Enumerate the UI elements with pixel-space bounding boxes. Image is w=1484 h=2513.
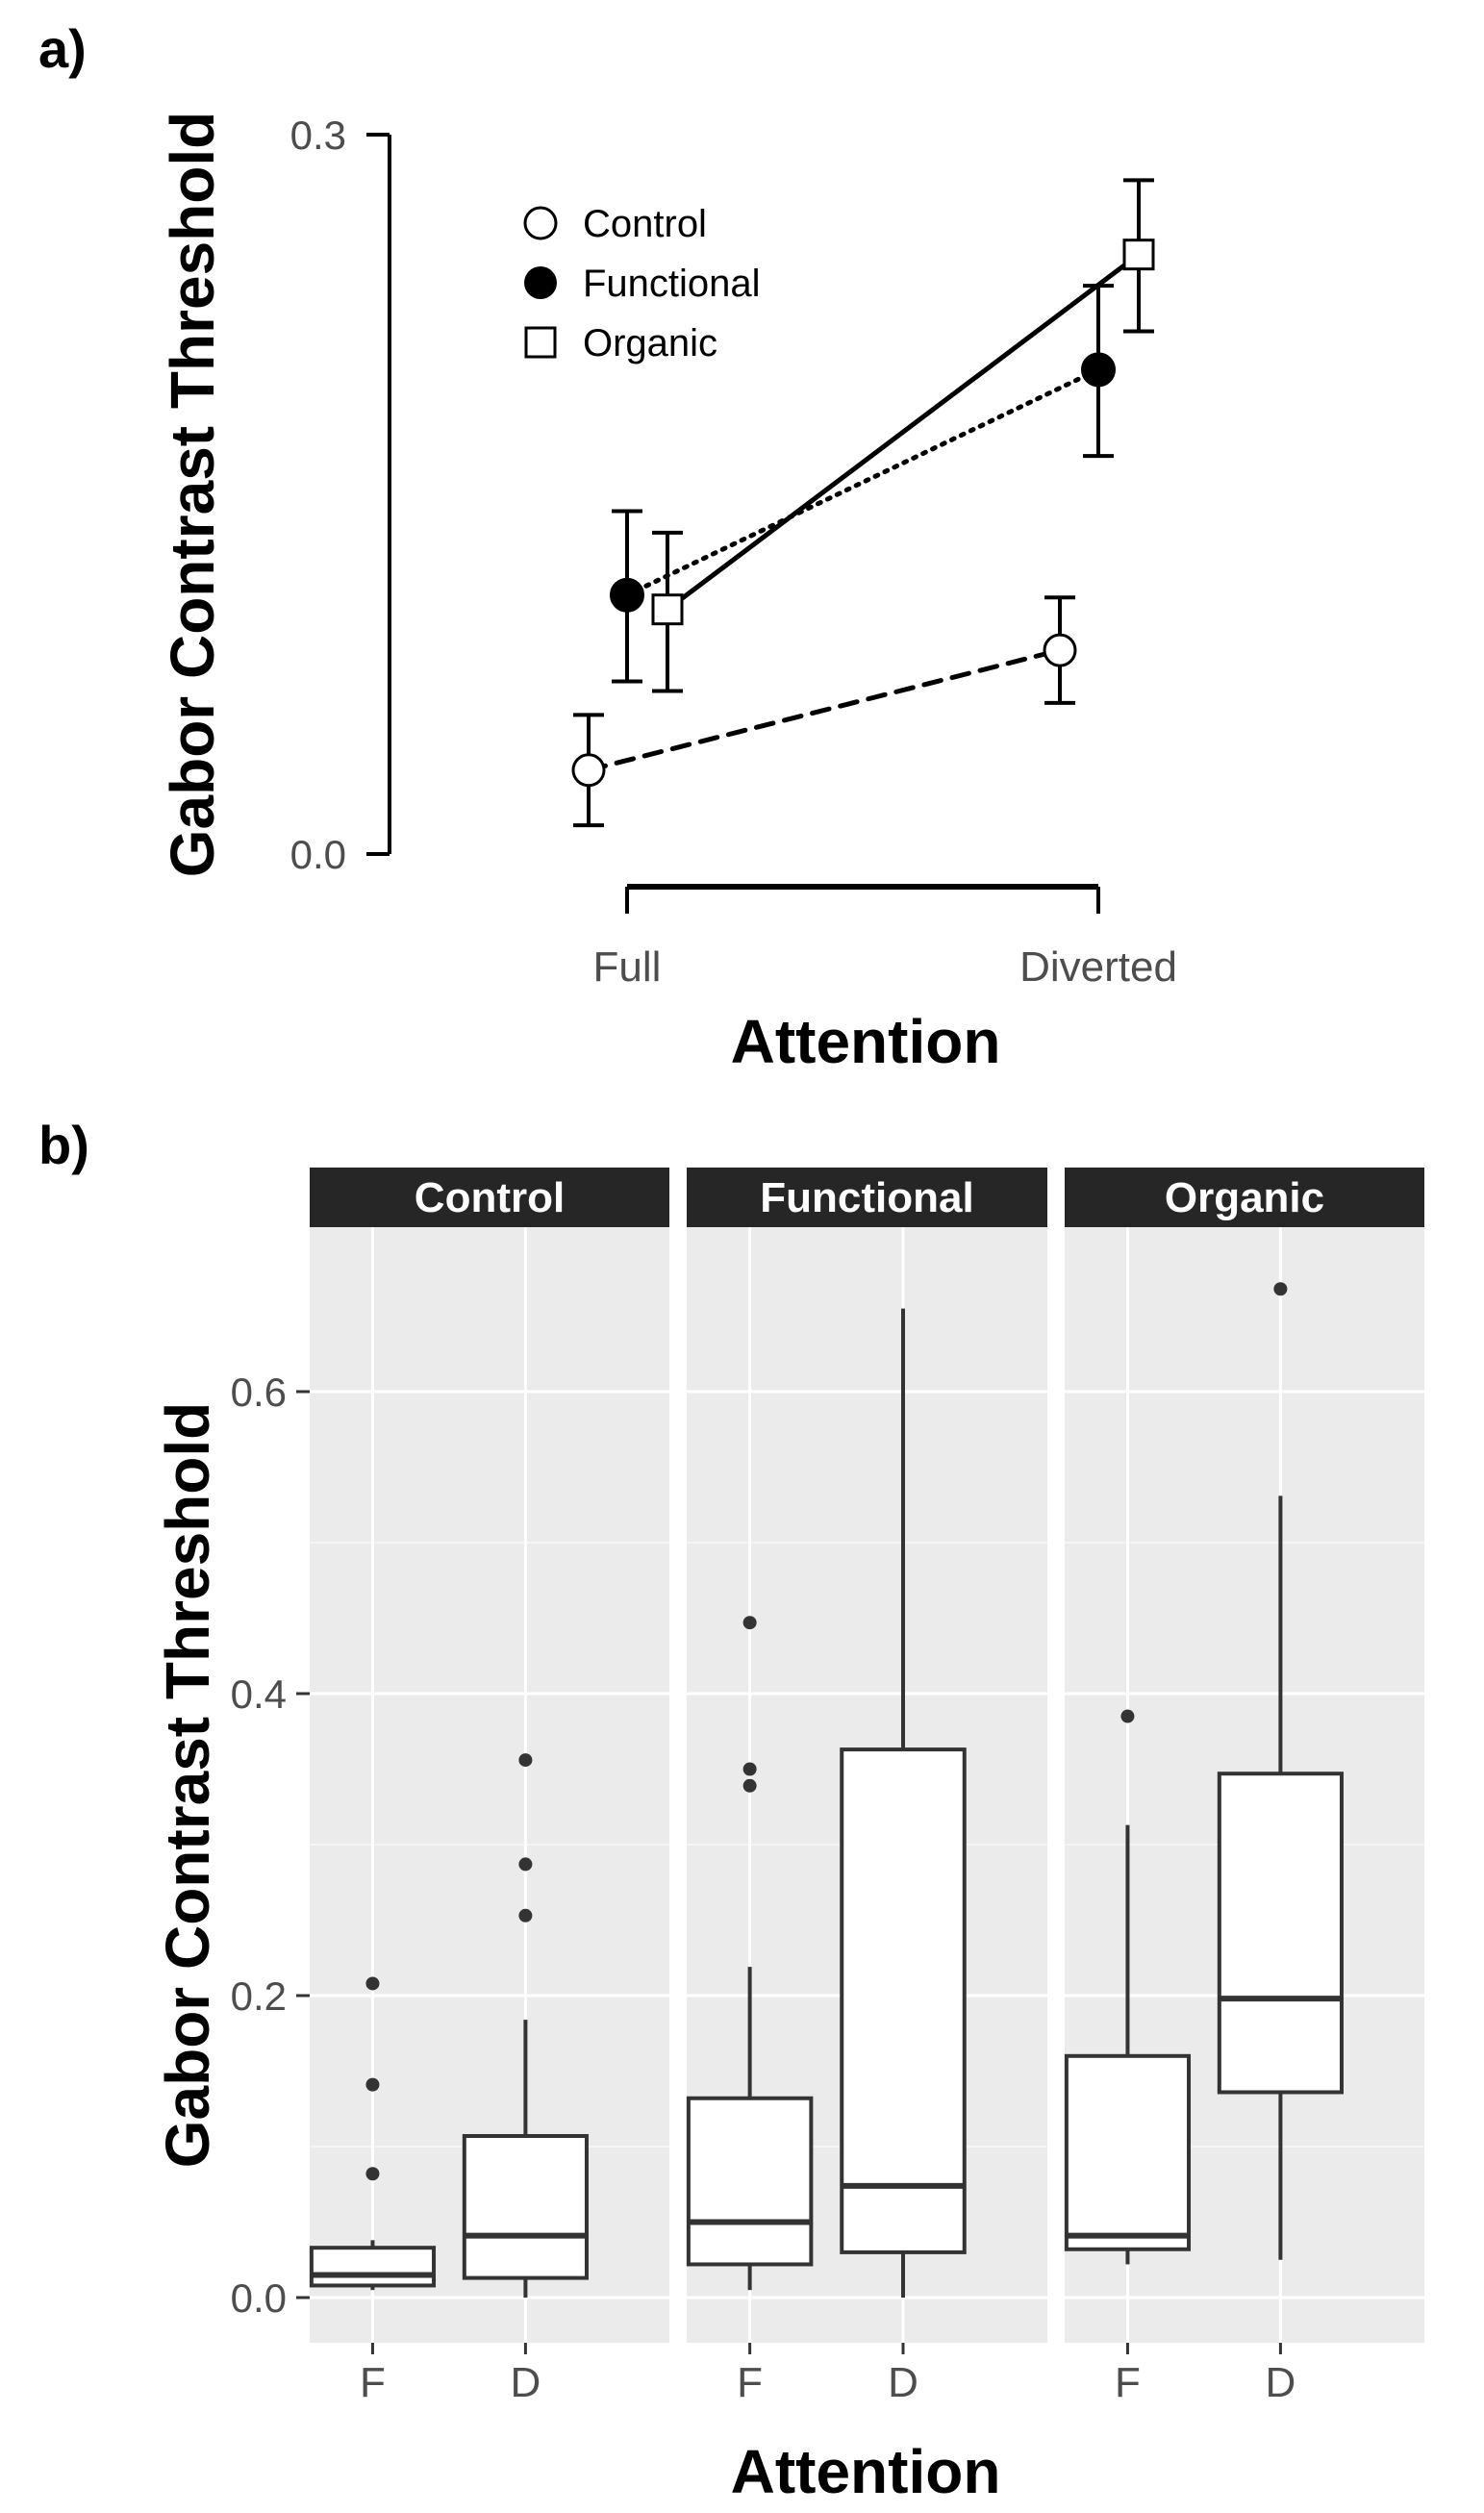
- series-line-control: [586, 647, 1063, 773]
- outlier-point: [742, 1762, 757, 1776]
- facet-organic: Organic F D: [1064, 1168, 1424, 2406]
- box-f: [686, 2096, 814, 2267]
- x-tick-label: D: [888, 2359, 918, 2406]
- legend-key-organic: [524, 326, 557, 359]
- y-axis-title: Gabor Contrast Threshold: [153, 1402, 222, 2169]
- outlier-point: [1273, 1282, 1288, 1296]
- x-tick-label: Diverted: [1019, 943, 1177, 991]
- y-tick-label: 0.3: [290, 113, 346, 158]
- y-axis-title: Gabor Contrast Threshold: [158, 112, 227, 878]
- x-axis-title: Attention: [731, 1007, 1001, 1076]
- outlier-point: [742, 1616, 757, 1630]
- outlier-point: [365, 2077, 380, 2092]
- legend-key-functional: [524, 266, 557, 299]
- panel-a-tag: a): [38, 18, 87, 79]
- panel-b-axes: 0.0 0.2 0.4 0.6 Attention Gabor Contrast Thre…: [153, 1370, 1000, 2506]
- y-tick-label: 0.2: [231, 1973, 287, 2019]
- facet-control: Control F D: [309, 1168, 669, 2406]
- point-functional: [610, 577, 644, 613]
- legend-key-control: [523, 206, 558, 240]
- series-line-organic: [665, 252, 1142, 613]
- x-axis-title: Attention: [731, 2437, 1001, 2506]
- box-f: [309, 2246, 437, 2288]
- outlier-point: [1120, 1709, 1135, 1723]
- x-tick-label: F: [1115, 2359, 1141, 2406]
- x-tick-label: D: [1266, 2359, 1296, 2406]
- panel-b-tag: b): [38, 1115, 89, 1175]
- x-tick-label: Full: [593, 943, 662, 991]
- y-tick-label: 0.0: [231, 2275, 287, 2321]
- point-control: [1043, 633, 1077, 667]
- box-d: [840, 1747, 967, 2254]
- legend-label-organic: Organic: [583, 322, 717, 364]
- outlier-point: [365, 2167, 380, 2181]
- facet-strip-label: Functional: [760, 1174, 973, 1221]
- outlier-point: [365, 1976, 380, 1991]
- point-organic: [1122, 239, 1155, 271]
- panel-a: a) 0.0 0.3 Full Diverted Attention Gabor Cont…: [38, 18, 1177, 1076]
- facet-functional: Functional F D: [686, 1168, 1047, 2406]
- outlier-point: [518, 1753, 533, 1768]
- facet-strip: [687, 1168, 1047, 1227]
- x-tick-label: F: [737, 2359, 763, 2406]
- panel-a-axes: 0.0 0.3 Full Diverted Attention Gabor Contras…: [158, 112, 1177, 1076]
- point-control: [571, 753, 606, 788]
- panel-b: b) Control F D Functional F D Organic F D 0.0 0.2…: [38, 1115, 1424, 2506]
- facet-strip-label: Organic: [1165, 1174, 1324, 1221]
- x-tick-label: D: [511, 2359, 541, 2406]
- y-tick-label: 0.6: [231, 1370, 287, 1415]
- box-d: [462, 2134, 589, 2280]
- x-tick-label: F: [360, 2359, 386, 2406]
- facet-strip-label: Control: [415, 1174, 565, 1221]
- panel-a-legend: Control Functional Organic: [523, 203, 761, 364]
- y-tick-label: 0.4: [231, 1671, 287, 1717]
- legend-label-control: Control: [583, 203, 707, 245]
- box-f: [1064, 2053, 1192, 2251]
- point-functional: [1081, 352, 1116, 388]
- panel-a-series: [571, 178, 1155, 828]
- facet-strip: [310, 1168, 669, 1227]
- legend-label-functional: Functional: [583, 263, 761, 305]
- outlier-point: [518, 1908, 533, 1922]
- outlier-point: [518, 1857, 533, 1872]
- panel-b-facets: Control F D Functional F D Organic F D: [309, 1168, 1424, 2406]
- box-d: [1217, 1772, 1344, 2095]
- y-tick-label: 0.0: [290, 832, 346, 877]
- series-line-functional: [624, 366, 1101, 598]
- point-organic: [651, 593, 684, 626]
- facet-strip: [1065, 1168, 1424, 1227]
- outlier-point: [742, 1778, 757, 1793]
